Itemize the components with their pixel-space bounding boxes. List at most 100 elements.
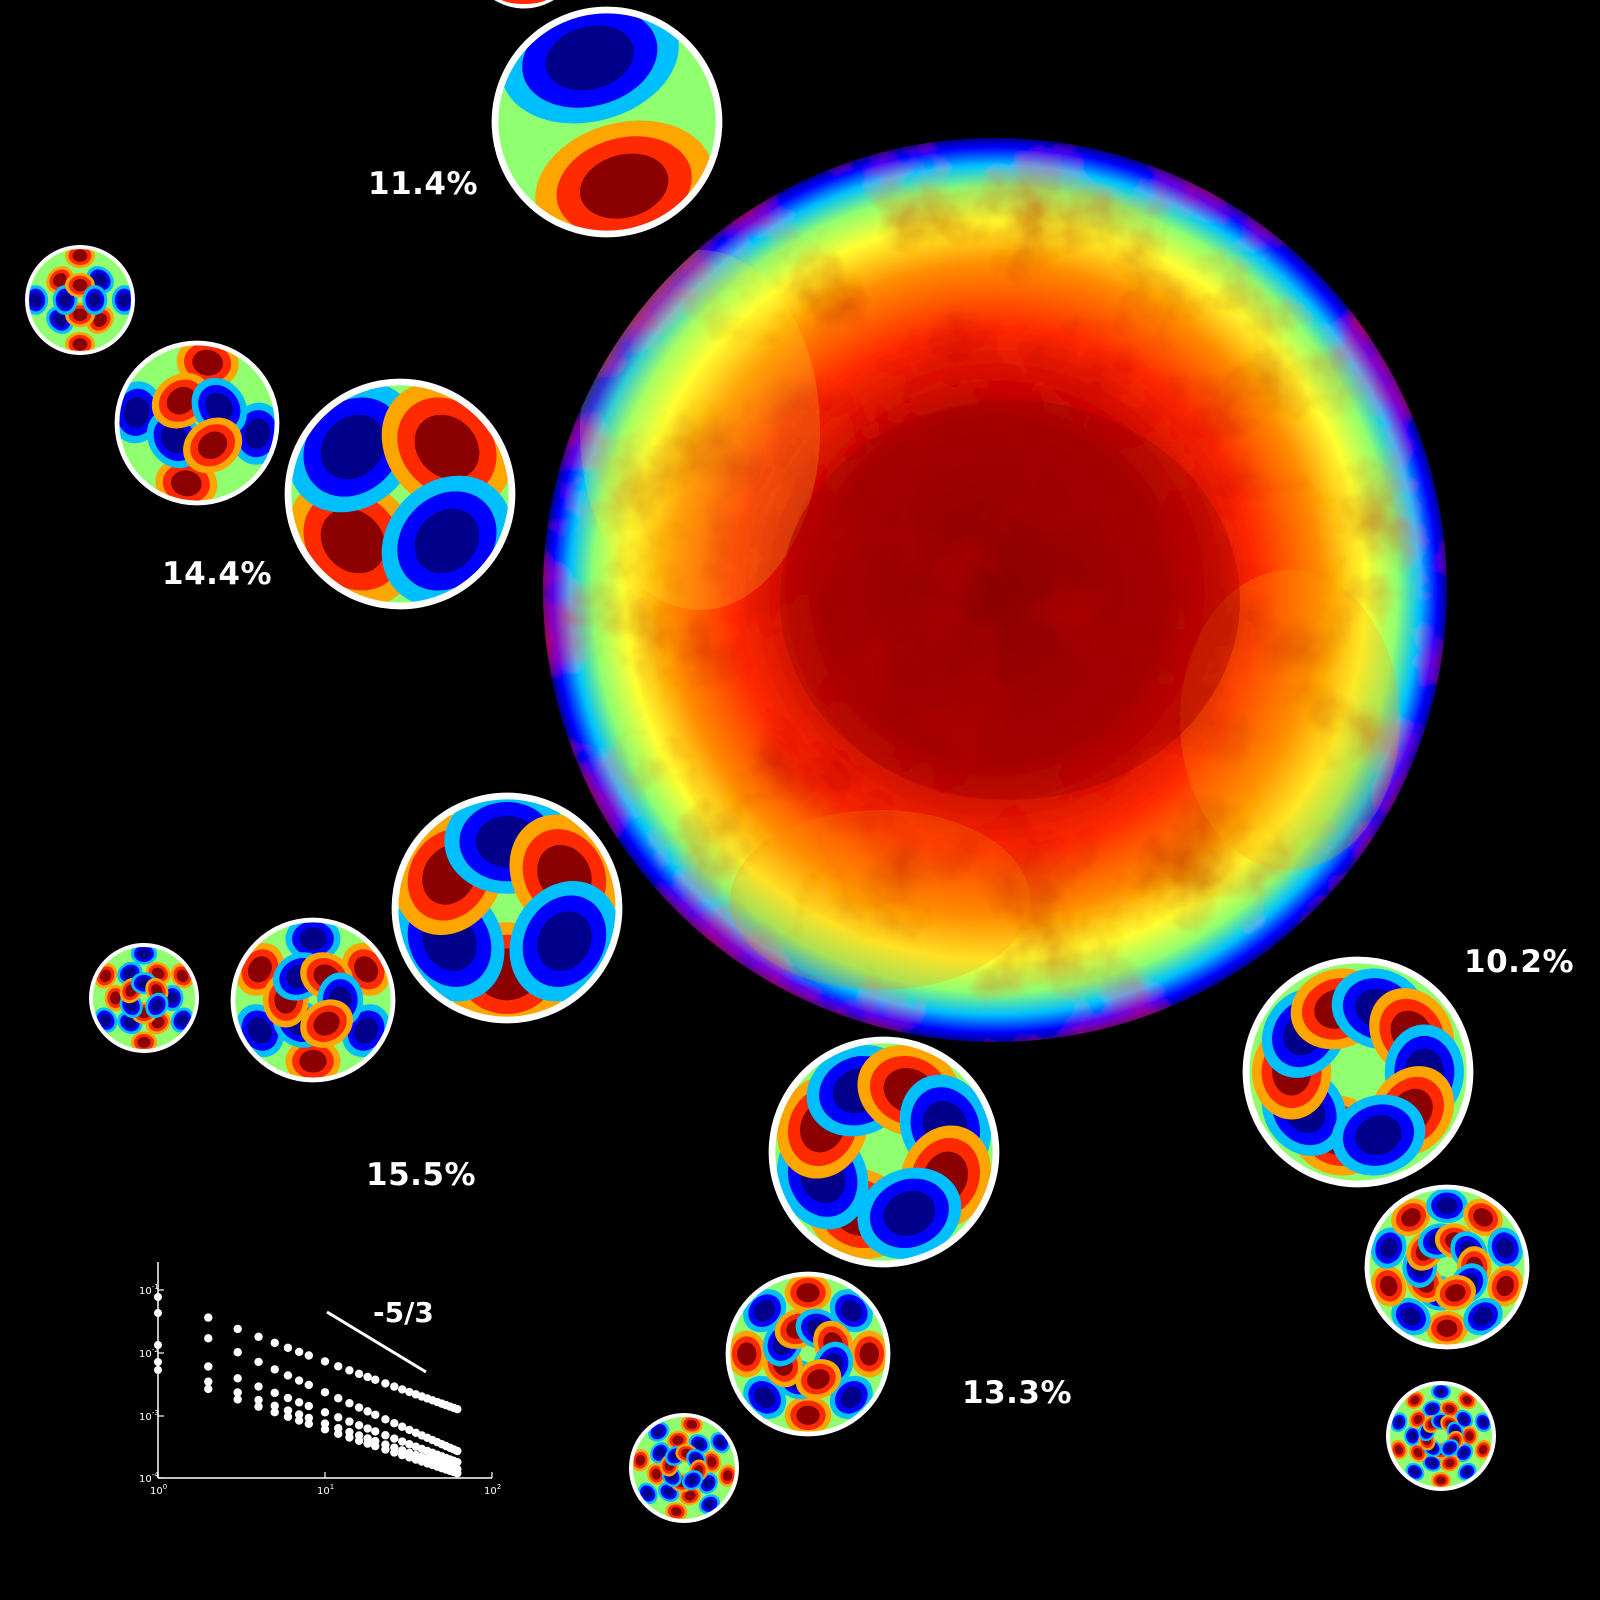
spectrum-point (254, 1395, 263, 1405)
spectrum-point (254, 1357, 263, 1367)
spectrum-point (398, 1422, 407, 1431)
spectrum-point (204, 1384, 213, 1394)
spectrum-point (345, 1366, 354, 1375)
spectrum-point (154, 1309, 162, 1317)
slope-label: -5/3 (373, 1296, 434, 1329)
mode-disk-group5-2 (1364, 1184, 1530, 1350)
inset-y-tick-label: 10-4 (139, 1471, 159, 1485)
slope-reference-line (326, 1310, 427, 1374)
mode-disk-group4-3 (629, 1413, 739, 1523)
spectrum-point (320, 1408, 330, 1417)
spectrum-point (254, 1332, 263, 1341)
spectrum-point (381, 1431, 390, 1440)
spectrum-point (334, 1362, 343, 1371)
spectrum-point (381, 1379, 390, 1388)
spectrum-point (381, 1415, 390, 1424)
spectrum-point (254, 1382, 263, 1391)
spectrum-point (405, 1425, 414, 1435)
velocity-field-disk (543, 138, 1447, 1042)
spectrum-point (453, 1469, 462, 1478)
mode-disk-group5-3 (1386, 1381, 1496, 1491)
spectrum-point (334, 1394, 343, 1403)
mode-group-4-percentage: 13.3% (962, 1375, 1073, 1411)
spectrum-point (233, 1388, 242, 1397)
mode-group-3-percentage: 15.5% (366, 1157, 477, 1193)
mode-disk-group2-1 (284, 378, 516, 610)
mode-disk-group4-2 (725, 1271, 891, 1437)
spectrum-point (398, 1450, 407, 1460)
spectrum-point (270, 1388, 279, 1398)
spectrum-point (154, 1366, 162, 1374)
spectrum-point (334, 1413, 343, 1422)
spectrum-point (204, 1362, 213, 1371)
spectrum-point (390, 1419, 399, 1428)
spectrum-point (345, 1399, 354, 1408)
spectrum-point (254, 1402, 263, 1411)
spectrum-point (371, 1410, 380, 1419)
spectrum-point (398, 1437, 407, 1446)
mode-disk-partial-top (494, 0, 554, 9)
spectrum-point (204, 1313, 213, 1322)
mode-disk-group5-1 (1242, 956, 1474, 1188)
spectrum-point (390, 1434, 399, 1443)
spectrum-point (154, 1358, 162, 1366)
spectrum-point (371, 1375, 380, 1384)
spectrum-point (270, 1408, 279, 1417)
spectrum-point (354, 1421, 364, 1430)
spectrum-point (304, 1380, 314, 1390)
inset-x-tick-label: 102 (484, 1483, 501, 1497)
spectrum-point (405, 1387, 414, 1397)
spectrum-point (363, 1407, 372, 1416)
spectrum-point (270, 1401, 279, 1411)
spectrum-point (345, 1433, 354, 1442)
spectrum-point (283, 1406, 293, 1415)
spectrum-point (304, 1401, 314, 1411)
spectrum-point (371, 1441, 380, 1451)
spectrum-point (345, 1417, 354, 1426)
spectrum-point (398, 1385, 407, 1394)
spectrum-point (304, 1413, 314, 1423)
spectrum-point (405, 1440, 414, 1449)
spectrum-point (390, 1382, 399, 1391)
inset-x-tick-label: 101 (317, 1483, 334, 1497)
spectrum-point (405, 1453, 414, 1462)
mode-disk-group4-1 (768, 1036, 1000, 1268)
spectrum-point (371, 1427, 380, 1436)
spectrum-point (354, 1436, 364, 1445)
spectrum-point (270, 1365, 279, 1374)
mode-group-2-percentage: 14.4% (162, 556, 273, 592)
mode-disk-group3-3 (89, 943, 199, 1053)
mode-disks (25, 0, 1530, 1523)
spectrum-point (453, 1446, 462, 1456)
mode-disk-group2-3 (25, 245, 135, 355)
spectrum-point (283, 1393, 293, 1403)
mode-disk-group3-1 (391, 792, 623, 1024)
spectrum-point (304, 1351, 314, 1360)
mode-group-1-percentage: 11.4% (368, 166, 479, 202)
spectrum-point (294, 1410, 304, 1419)
mode-disk-group3-2 (230, 917, 396, 1083)
spectrum-point (354, 1369, 364, 1379)
spectrum-point (283, 1343, 293, 1352)
spectrum-point (320, 1425, 330, 1434)
spectrum-point (283, 1371, 293, 1380)
spectrum-point (154, 1293, 162, 1301)
spectrum-point (233, 1374, 242, 1383)
spectrum-point (294, 1416, 304, 1425)
spectrum-point (320, 1388, 330, 1397)
mode-disk-group2-2 (114, 340, 280, 506)
spectrum-point (381, 1445, 390, 1454)
spectrum-point (270, 1338, 279, 1348)
spectrum-point (283, 1412, 293, 1421)
spectrum-point (233, 1348, 242, 1357)
inset-y-tick-label: 10-3 (139, 1409, 159, 1423)
spectrum-point (233, 1395, 242, 1404)
spectrum-point (390, 1448, 399, 1457)
mode-group-5-percentage: 10.2% (1464, 944, 1575, 980)
spectrum-point (294, 1347, 304, 1357)
spectrum-point (204, 1334, 213, 1343)
spectrum-point (363, 1424, 372, 1433)
spectrum-point (233, 1324, 242, 1334)
spectrum-point (294, 1398, 304, 1407)
